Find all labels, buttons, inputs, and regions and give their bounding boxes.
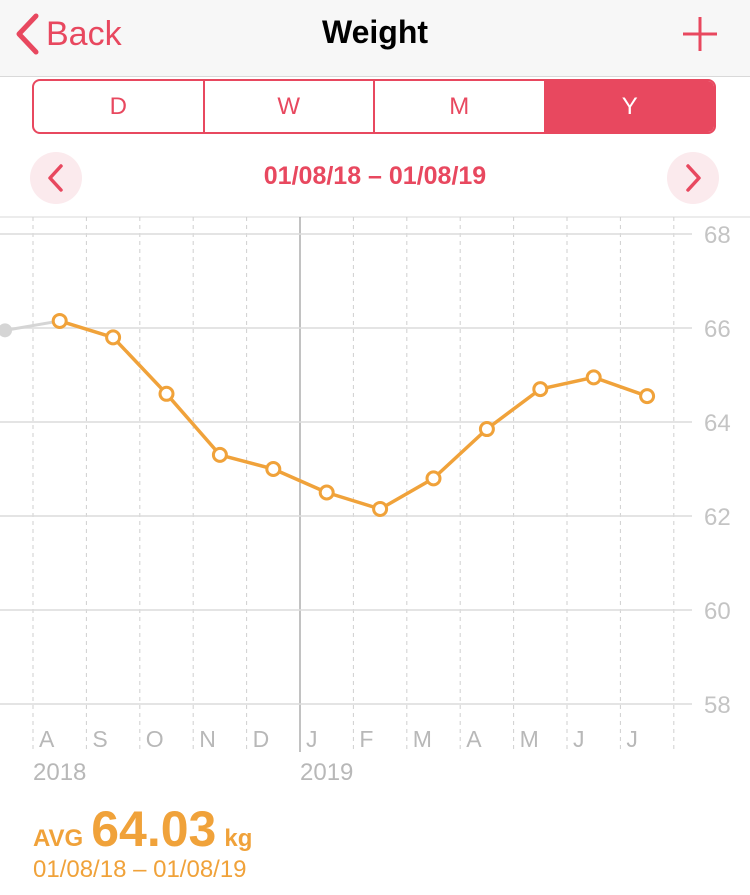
next-range-button[interactable]	[667, 152, 719, 204]
weight-series-line	[59, 319, 648, 511]
y-tick-label: 68	[704, 222, 731, 249]
data-point	[585, 369, 602, 386]
y-tick-label: 64	[704, 410, 731, 437]
segment-year[interactable]: Y	[545, 81, 714, 132]
y-tick-label: 60	[704, 598, 731, 625]
segment-day[interactable]: D	[34, 81, 205, 132]
x-month-label: N	[199, 726, 216, 752]
y-tick-label: 62	[704, 504, 731, 531]
avg-date-range: 01/08/18 – 01/08/19	[33, 856, 247, 883]
previous-connector	[4, 319, 60, 332]
x-month-label: M	[520, 726, 539, 752]
chevron-left-icon	[16, 13, 39, 55]
data-point	[318, 484, 335, 501]
avg-value: 64.03	[91, 801, 217, 857]
average-summary: AVG 64.03 kg 01/08/18 – 01/08/19	[33, 800, 252, 884]
date-range-label: 01/08/18 – 01/08/19	[263, 162, 487, 190]
x-month-label: J	[306, 726, 318, 752]
x-month-label: J	[626, 726, 638, 752]
segment-month[interactable]: M	[375, 81, 546, 132]
previous-range-button[interactable]	[30, 152, 82, 204]
data-point	[532, 381, 549, 398]
period-segmented-control: D W M Y	[32, 79, 716, 134]
data-point	[425, 470, 442, 487]
x-year-label: 2019	[300, 759, 353, 786]
data-point	[51, 312, 68, 329]
y-tick-label: 66	[704, 316, 731, 343]
data-point	[372, 500, 389, 517]
x-month-label: O	[146, 726, 164, 752]
x-month-label: M	[413, 726, 432, 752]
x-month-label: J	[573, 726, 585, 752]
back-label: Back	[46, 14, 122, 53]
previous-data-point	[0, 323, 12, 338]
x-year-label: 2018	[33, 759, 86, 786]
y-tick-label: 58	[704, 692, 731, 719]
data-point	[105, 329, 122, 346]
x-month-label: A	[39, 726, 55, 752]
data-point	[158, 385, 175, 402]
x-month-label: F	[359, 726, 373, 752]
back-button[interactable]: Back	[14, 10, 122, 58]
data-point	[478, 421, 495, 438]
x-month-label: D	[253, 726, 270, 752]
data-point	[211, 446, 228, 463]
chevron-left-icon	[48, 164, 63, 192]
avg-label: AVG	[33, 825, 84, 852]
x-month-label: A	[466, 726, 482, 752]
segment-week[interactable]: W	[205, 81, 375, 132]
plus-icon[interactable]	[680, 14, 720, 54]
x-month-label: S	[92, 726, 107, 752]
data-point	[639, 388, 656, 405]
data-point	[265, 461, 282, 477]
chevron-right-icon	[686, 164, 701, 192]
avg-unit: kg	[224, 825, 253, 852]
